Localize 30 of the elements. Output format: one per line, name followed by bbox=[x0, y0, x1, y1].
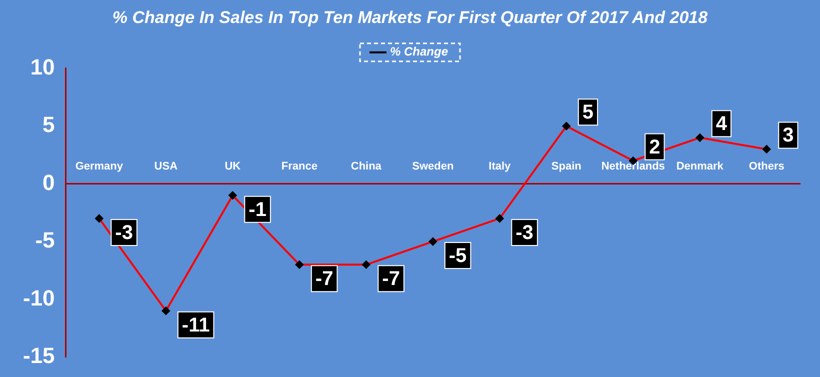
x-tick-label: Others bbox=[748, 160, 784, 172]
data-label: -7 bbox=[315, 268, 334, 290]
y-tick-label: 5 bbox=[42, 112, 55, 138]
data-label: -3 bbox=[516, 222, 534, 244]
data-label: -7 bbox=[382, 268, 400, 290]
y-tick-label: -15 bbox=[23, 343, 55, 368]
data-label: 5 bbox=[582, 102, 594, 124]
data-label: 4 bbox=[716, 113, 728, 136]
x-tick-label: Italy bbox=[488, 160, 512, 172]
x-tick-label: USA bbox=[154, 160, 178, 172]
y-tick-label: -5 bbox=[35, 228, 55, 253]
data-label: 2 bbox=[649, 136, 660, 158]
x-tick-label: France bbox=[281, 160, 318, 172]
y-tick-label: -10 bbox=[23, 285, 55, 310]
data-label: 3 bbox=[782, 124, 794, 147]
chart-title: % Change In Sales In Top Ten Markets For First Quarter Of 2017 And 2018 bbox=[112, 8, 708, 27]
x-tick-label: Spain bbox=[551, 160, 582, 172]
x-tick-label: Netherlands bbox=[601, 160, 665, 172]
x-tick-label: Denmark bbox=[676, 160, 724, 172]
y-tick-label: 10 bbox=[30, 54, 55, 80]
data-label: -3 bbox=[115, 222, 133, 244]
data-label: -1 bbox=[248, 198, 266, 221]
x-tick-label: Sweden bbox=[412, 160, 454, 172]
x-tick-label: China bbox=[350, 160, 382, 172]
data-label: -11 bbox=[182, 314, 210, 336]
x-tick-label: Germany bbox=[75, 160, 124, 172]
data-label: -5 bbox=[448, 245, 467, 268]
legend-label: % Change bbox=[390, 44, 448, 59]
y-tick-label: 0 bbox=[42, 170, 55, 195]
x-tick-label: UK bbox=[224, 160, 241, 172]
